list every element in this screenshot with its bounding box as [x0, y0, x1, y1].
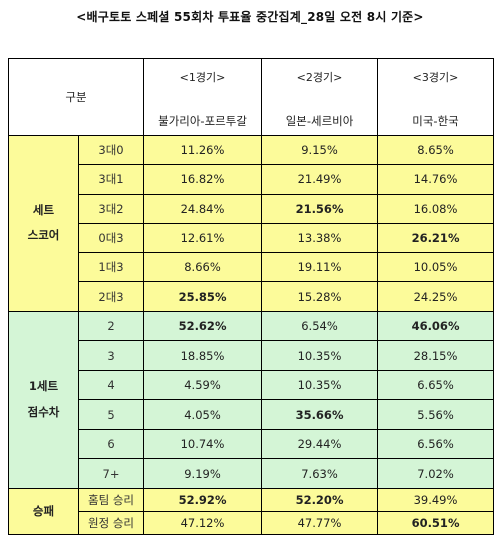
- game-number: <1경기>: [179, 71, 226, 84]
- win-loss-section: 승패 홈팀 승리 52.92% 52.20% 39.49% 원정 승리 47.12% 47.7…: [8, 487, 495, 535]
- table-row: 3대2 24.84% 21.56% 16.08%: [9, 193, 495, 224]
- vote-rate-cell: 10.35%: [261, 369, 379, 401]
- row-label: 2대3: [77, 281, 145, 312]
- vote-rate-cell: 8.66%: [143, 252, 263, 283]
- game-teams: 미국-한국: [412, 114, 459, 128]
- vote-rate-cell: 8.65%: [377, 134, 495, 166]
- vote-rate-cell: 52.92%: [143, 487, 263, 512]
- vote-rate-cell: 5.56%: [377, 399, 495, 430]
- header-game-3: <3경기> 미국-한국: [377, 58, 495, 136]
- section-label-line: 세트: [32, 203, 55, 218]
- row-label: 2: [77, 310, 145, 342]
- table-row: 4 4.59% 10.35% 6.65%: [9, 369, 495, 401]
- section-label-line: 점수차: [27, 404, 60, 419]
- table-row: 1세트 점수차 2 52.62% 6.54% 46.06%: [8, 310, 495, 489]
- table-row: 7+ 9.19% 7.63% 7.02%: [9, 458, 495, 489]
- row-label: 6: [77, 428, 145, 460]
- row-label: 3대0: [77, 134, 145, 166]
- table-row: 3 18.85% 10.35% 28.15%: [9, 340, 495, 371]
- vote-rate-cell: 60.51%: [377, 510, 495, 535]
- table-row: 3대1 16.82% 21.49% 14.76%: [9, 164, 495, 195]
- table-row: 승패 홈팀 승리 52.92% 52.20% 39.49%: [8, 487, 495, 535]
- table-row: 6 10.74% 29.44% 6.56%: [9, 428, 495, 460]
- vote-rate-cell: 16.08%: [377, 193, 495, 224]
- row-label: 3대2: [77, 193, 145, 224]
- table-row: 5 4.05% 35.66% 5.56%: [9, 399, 495, 430]
- vote-rate-cell: 47.77%: [261, 510, 379, 535]
- row-label: 3: [77, 340, 145, 371]
- game-number: <3경기>: [412, 71, 459, 84]
- page-title: <배구토토 스페셜 55회차 투표율 중간집계_28일 오전 8시 기준>: [76, 10, 424, 24]
- table-row: 1대3 8.66% 19.11% 10.05%: [9, 252, 495, 283]
- vote-rate-cell: 29.44%: [261, 428, 379, 460]
- vote-rate-cell: 6.54%: [261, 310, 379, 342]
- vote-rate-cell: 10.35%: [261, 340, 379, 371]
- header-game-1: <1경기> 불가리아-포르투갈: [143, 58, 263, 136]
- game-teams: 일본-세르비아: [285, 114, 354, 128]
- vote-rate-cell: 7.02%: [377, 458, 495, 489]
- vote-rate-cell: 25.85%: [143, 281, 263, 312]
- vote-rate-cell: 7.63%: [261, 458, 379, 489]
- vote-rate-cell: 52.62%: [143, 310, 263, 342]
- vote-rate-cell: 21.56%: [261, 193, 379, 224]
- vote-rate-cell: 10.05%: [377, 252, 495, 283]
- vote-rate-cell: 12.61%: [143, 222, 263, 254]
- game-teams: 불가리아-포르투갈: [158, 114, 247, 128]
- vote-rate-cell: 39.49%: [377, 487, 495, 512]
- vote-rate-cell: 46.06%: [377, 310, 495, 342]
- section-label-line: 1세트: [28, 379, 59, 394]
- vote-rate-cell: 15.28%: [261, 281, 379, 312]
- row-label: 1대3: [77, 252, 145, 283]
- section-label-line: 스코어: [27, 228, 60, 243]
- section-label: 승패: [8, 487, 79, 535]
- vote-rate-cell: 19.11%: [261, 252, 379, 283]
- vote-rate-cell: 28.15%: [377, 340, 495, 371]
- vote-rate-cell: 14.76%: [377, 164, 495, 195]
- section-label-line: 승패: [32, 503, 55, 518]
- table-row: 0대3 12.61% 13.38% 26.21%: [9, 222, 495, 254]
- vote-rate-cell: 6.65%: [377, 369, 495, 401]
- vote-rate-cell: 16.82%: [143, 164, 263, 195]
- vote-rate-cell: 4.05%: [143, 399, 263, 430]
- vote-rate-table: 구분 <1경기> 불가리아-포르투갈 <2경기> 일본-세르비아 <3경기> 미…: [7, 58, 495, 535]
- row-label: 원정 승리: [77, 510, 145, 535]
- table-header-row: 구분 <1경기> 불가리아-포르투갈 <2경기> 일본-세르비아 <3경기> 미…: [7, 58, 495, 136]
- vote-rate-cell: 11.26%: [143, 134, 263, 166]
- vote-rate-cell: 26.21%: [377, 222, 495, 254]
- point-diff-section: 1세트 점수차 2 52.62% 6.54% 46.06% 3 18.85% 10.35% 28.…: [8, 310, 495, 489]
- header-game-2: <2경기> 일본-세르비아: [261, 58, 379, 136]
- table-row: 세트 스코어 3대0 11.26% 9.15% 8.65%: [8, 134, 495, 312]
- vote-rate-cell: 13.38%: [261, 222, 379, 254]
- vote-rate-cell: 47.12%: [143, 510, 263, 535]
- row-label: 3대1: [77, 164, 145, 195]
- row-label: 홈팀 승리: [77, 487, 145, 512]
- table-row: 원정 승리 47.12% 47.77% 60.51%: [9, 510, 495, 535]
- row-label: 0대3: [77, 222, 145, 254]
- vote-rate-cell: 24.25%: [377, 281, 495, 312]
- vote-rate-cell: 6.56%: [377, 428, 495, 460]
- vote-rate-cell: 52.20%: [261, 487, 379, 512]
- vote-rate-cell: 18.85%: [143, 340, 263, 371]
- set-score-section: 세트 스코어 3대0 11.26% 9.15% 8.65% 3대1 16.82% 21.49% 1…: [8, 134, 495, 312]
- game-number: <2경기>: [296, 71, 343, 84]
- vote-rate-cell: 24.84%: [143, 193, 263, 224]
- vote-rate-cell: 9.15%: [261, 134, 379, 166]
- row-label: 5: [77, 399, 145, 430]
- table-row: 2대3 25.85% 15.28% 24.25%: [9, 281, 495, 312]
- vote-rate-cell: 21.49%: [261, 164, 379, 195]
- vote-rate-cell: 35.66%: [261, 399, 379, 430]
- row-label: 7+: [77, 458, 145, 489]
- vote-rate-cell: 4.59%: [143, 369, 263, 401]
- vote-rate-cell: 10.74%: [143, 428, 263, 460]
- vote-rate-cell: 9.19%: [143, 458, 263, 489]
- header-category-label: 구분: [7, 58, 145, 136]
- row-label: 4: [77, 369, 145, 401]
